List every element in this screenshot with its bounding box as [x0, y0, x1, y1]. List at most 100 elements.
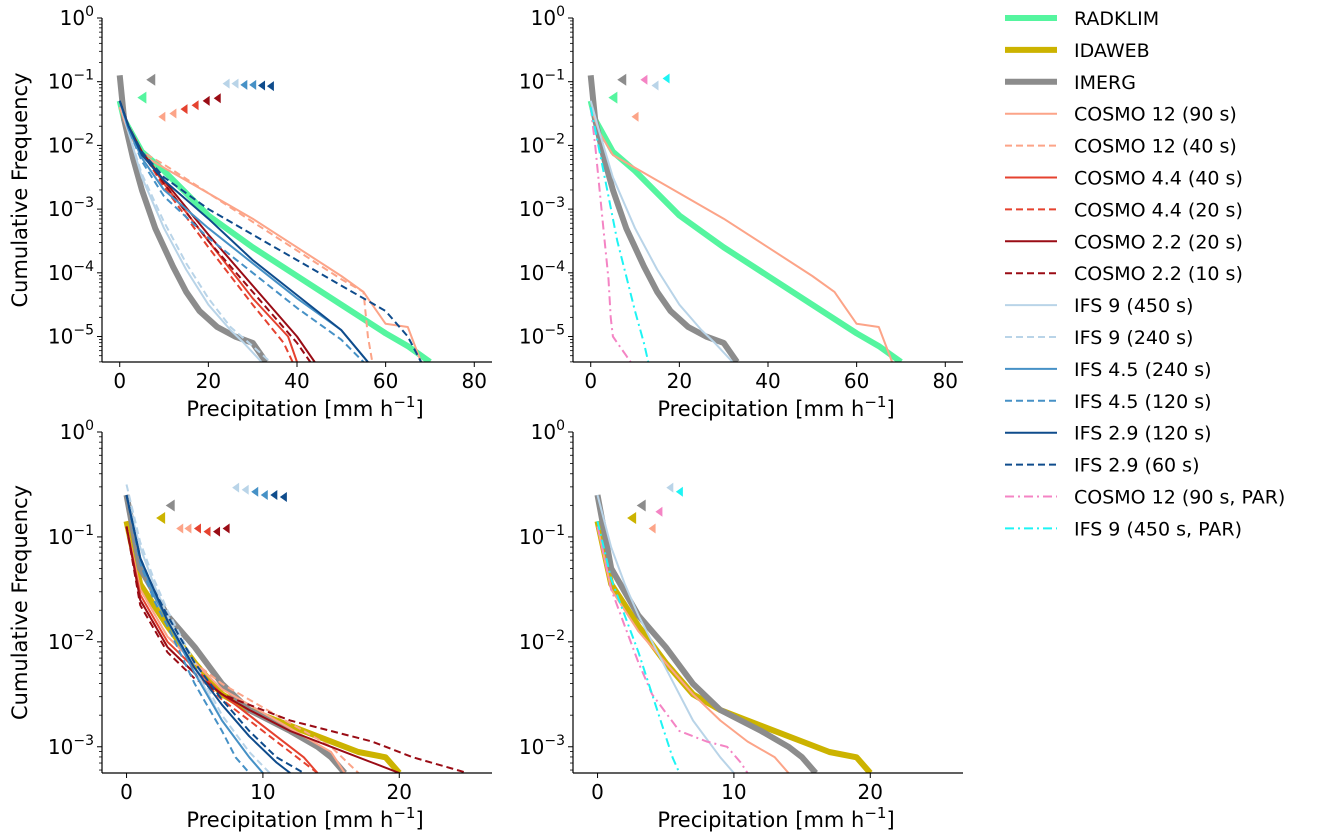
legend-label: IFS 9 (240 s): [1074, 327, 1193, 349]
legend-entry-i29_60: IFS 2.9 (60 s): [1005, 455, 1200, 477]
plot-area: [594, 494, 873, 773]
y-tick-label: 10−1: [519, 523, 565, 549]
series-c12_40: [118, 106, 374, 362]
series-idaweb: [594, 520, 873, 773]
panel-top-left: 0 20 40 60 80 10−5 10−4 10−3 10−2 10−1 100 Precipit…: [8, 4, 492, 421]
marker-imerg: [617, 73, 627, 86]
x-tick-label: 0: [591, 780, 604, 804]
x-tick-label: 0: [584, 369, 597, 393]
series-c22_10: [118, 100, 312, 362]
marker-c22_10: [222, 523, 230, 534]
legend-label: IFS 2.9 (120 s): [1074, 423, 1212, 445]
series-c12_90: [596, 526, 790, 773]
x-tick-label: 60: [844, 369, 869, 393]
legend-label: COSMO 12 (40 s): [1074, 136, 1237, 158]
series-c22_20: [118, 100, 316, 362]
legend-label: IMERG: [1074, 72, 1136, 94]
series-i9_240: [118, 100, 272, 362]
y-tick-label: 100: [60, 4, 94, 30]
plot-area: [116, 74, 432, 362]
series-radklim: [587, 100, 903, 362]
plot-area: [587, 74, 903, 362]
legend-entry-c22_10: COSMO 2.2 (10 s): [1005, 263, 1243, 285]
series-i45_120: [125, 494, 251, 773]
marker-i9par: [675, 486, 683, 497]
y-tick-label: 10−1: [48, 523, 94, 549]
panel-bottom-right: 0 10 20 10−3 10−2 10−1 100 Precipitation [mm h−…: [519, 418, 963, 832]
series-i45_240: [125, 494, 264, 773]
marker-c22_10: [213, 93, 221, 104]
series-i9_450: [589, 100, 734, 362]
marker-i9_450: [666, 482, 674, 493]
x-tick-label: 0: [120, 780, 133, 804]
x-tick-label: 40: [284, 369, 309, 393]
series-c22_20: [125, 526, 400, 773]
series-i45_120: [118, 100, 365, 362]
y-tick-label: 10−2: [519, 131, 565, 157]
legend-label: IFS 2.9 (60 s): [1074, 455, 1200, 477]
marker-i45_240: [240, 79, 248, 90]
y-tick-label: 10−2: [48, 131, 94, 157]
panels: 0 20 40 60 8010−510−410−310−210−1100Precipit…: [8, 4, 963, 832]
legend-label: COSMO 2.2 (10 s): [1074, 263, 1243, 285]
series-c22_10: [125, 526, 468, 773]
x-axis-label: Precipitation [mm h−1]: [186, 804, 423, 832]
y-tick-label: 10−4: [519, 259, 565, 285]
x-axis-label: Precipitation [mm h−1]: [657, 393, 894, 421]
x-tick-label: 10: [250, 780, 275, 804]
marker-imerg: [146, 73, 156, 86]
legend-entry-i9_450: IFS 9 (450 s): [1005, 295, 1193, 317]
series-i9_240: [125, 484, 271, 773]
marker-c44_40: [180, 104, 188, 115]
series-i9par: [589, 107, 650, 362]
marker-c12_90: [631, 111, 639, 122]
marker-i29_60: [266, 81, 274, 92]
marker-imerg: [165, 499, 175, 512]
marker-c12par: [655, 506, 663, 517]
x-tick-label: 40: [755, 369, 780, 393]
marker-c22_20: [202, 95, 210, 106]
series-i9par: [596, 520, 681, 773]
marker-radklim: [137, 91, 147, 104]
legend-entry-c22_20: COSMO 2.2 (20 s): [1005, 231, 1243, 253]
panel-top-right: 0 20 40 60 80 10−5 10−4 10−3 10−2 10−1 100 Precipit…: [519, 4, 963, 421]
marker-c12_90: [176, 523, 184, 534]
marker-c12_90: [648, 523, 656, 534]
y-tick-label: 10−3: [48, 733, 94, 759]
marker-i9_450: [651, 80, 659, 91]
marker-i9_450: [222, 78, 230, 89]
marker-i45_240: [251, 486, 259, 497]
x-tick-label: 80: [462, 369, 487, 393]
legend-entry-c44_40: COSMO 4.4 (40 s): [1005, 168, 1243, 190]
legend-label: COSMO 4.4 (20 s): [1074, 199, 1243, 221]
legend-entry-i29_120: IFS 2.9 (120 s): [1005, 423, 1212, 445]
marker-c44_40: [193, 523, 201, 534]
series-i29_60: [125, 494, 305, 773]
legend-entry-imerg: IMERG: [1005, 72, 1136, 94]
marker-c12_90: [158, 111, 166, 122]
marker-c12_40: [169, 108, 177, 119]
legend-label: RADKLIM: [1074, 8, 1159, 30]
legend-label: IFS 9 (450 s, PAR): [1074, 518, 1242, 540]
marker-i29_120: [258, 80, 266, 91]
legend-label: IFS 4.5 (120 s): [1074, 391, 1212, 413]
legend-entry-c12_90: COSMO 12 (90 s): [1005, 104, 1237, 126]
series-i9_450: [125, 494, 264, 773]
y-tick-label: 100: [60, 418, 94, 444]
legend-entry-c12par: COSMO 12 (90 s, PAR): [1005, 487, 1285, 509]
legend-label: IFS 9 (450 s): [1074, 295, 1193, 317]
x-axis-label: Precipitation [mm h−1]: [186, 393, 423, 421]
x-tick-label: 80: [933, 369, 958, 393]
legend-entry-idaweb: IDAWEB: [1005, 40, 1150, 62]
series-i29_60: [118, 100, 422, 362]
y-tick-label: 10−5: [48, 323, 94, 349]
legend-label: COSMO 2.2 (20 s): [1074, 231, 1243, 253]
y-tick-label: 10−5: [519, 323, 565, 349]
series-c44_20: [125, 526, 319, 773]
legend-entry-i9par: IFS 9 (450 s, PAR): [1005, 518, 1242, 540]
y-tick-label: 100: [531, 418, 565, 444]
y-tick-label: 10−3: [519, 733, 565, 759]
plot-area: [123, 484, 468, 773]
series-imerg: [587, 74, 740, 362]
